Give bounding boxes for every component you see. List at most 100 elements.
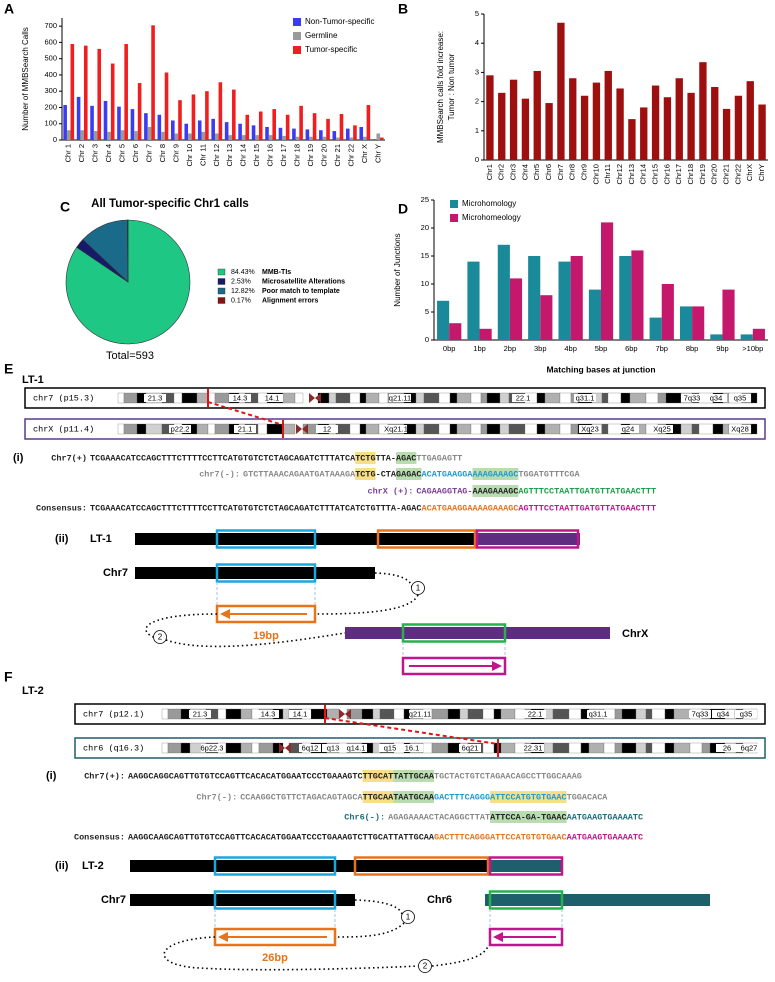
bar <box>380 137 384 140</box>
bar <box>97 48 102 141</box>
x-tick-label: Chr1 <box>485 164 494 180</box>
sequence-segment: ACATGAAGGAAAAGAAAGC <box>422 503 519 513</box>
ideogram-band <box>568 742 582 754</box>
sequence-label: Chr7(+): <box>84 771 125 781</box>
x-tick-label: Chr 2 <box>77 144 86 162</box>
bar <box>130 109 135 140</box>
sequence-highlight <box>355 468 376 480</box>
ideogram-band <box>123 392 138 404</box>
bar <box>184 123 189 140</box>
bar <box>241 135 246 140</box>
ideogram-band <box>614 708 623 720</box>
legend-swatch <box>450 200 458 208</box>
ideogram-band <box>620 392 631 404</box>
x-tick-label: Chr 16 <box>266 144 275 167</box>
legend-swatch <box>217 278 226 285</box>
donor-label: Chr7 <box>101 894 126 906</box>
bar <box>631 250 644 340</box>
ideogram-band <box>349 392 361 404</box>
ideogram-band <box>588 742 605 754</box>
y-tick-label: 15 <box>421 251 429 260</box>
bar <box>174 133 179 140</box>
sequence-label: Chr6(-): <box>344 812 385 822</box>
ideogram-band <box>607 392 622 404</box>
ideogram-band <box>680 423 693 435</box>
bar <box>80 130 84 140</box>
ideogram-band <box>180 708 191 720</box>
bar <box>746 81 754 160</box>
x-tick-label: Chr 4 <box>104 144 113 162</box>
band-label: q14.1 <box>347 743 366 752</box>
ideogram-band <box>359 392 367 404</box>
sequence-segment: TTGAGAGTT <box>416 453 462 463</box>
x-tick-label: Chr 12 <box>212 144 221 167</box>
y-tick-label: 500 <box>44 54 57 63</box>
ideogram-band <box>378 392 389 404</box>
sequence-segment: ACATGAAGGA <box>422 469 474 479</box>
band-label: 22.1 <box>516 393 531 402</box>
bar <box>285 114 290 140</box>
bar <box>120 130 125 140</box>
y-tick-label: 700 <box>44 21 57 30</box>
sequence-segment: TGGACACA <box>567 792 609 802</box>
sequence-segment: TCTG <box>355 469 375 479</box>
y-tick-label: 300 <box>44 86 57 95</box>
bar <box>265 126 269 140</box>
ideogram-band <box>544 392 561 404</box>
x-tick-label: Chr 17 <box>279 144 288 167</box>
bar <box>218 82 223 140</box>
ideogram-band <box>544 423 561 435</box>
bar <box>588 289 601 340</box>
ideogram-band <box>673 742 691 754</box>
band-label: q31.1 <box>576 393 595 402</box>
panel-label: C <box>60 199 70 215</box>
sequence-segment: TTGCAA <box>363 792 394 802</box>
ideogram-band <box>482 742 495 754</box>
x-tick-label: Chr17 <box>674 164 683 184</box>
x-tick-label: Chr22 <box>733 164 742 184</box>
step-circle <box>401 910 415 924</box>
x-tick-label: Chr 7 <box>144 144 153 162</box>
bar <box>498 92 506 160</box>
sequence-label: Chr7(+) <box>51 453 87 463</box>
band-label: 14.3 <box>233 393 248 402</box>
ideogram-band <box>486 392 501 404</box>
bar <box>372 139 377 140</box>
ideogram-band <box>217 708 227 720</box>
panel-label: A <box>4 1 14 17</box>
legend-label: Tumor-specific <box>305 45 357 54</box>
bar <box>134 131 138 140</box>
band-label-bg <box>261 394 283 402</box>
ideogram-band <box>372 708 381 720</box>
band-label: 14.1 <box>265 393 280 402</box>
donor-bar <box>135 567 375 579</box>
x-tick-label: Chr 9 <box>171 144 180 162</box>
bar <box>191 94 196 140</box>
bar <box>449 323 462 340</box>
y-tick-label: 2 <box>475 97 479 106</box>
band-label-bg <box>379 744 401 752</box>
x-tick-label: Chr 15 <box>252 144 261 167</box>
acceptor-bar <box>485 894 710 906</box>
sequence-segment: AATGAAGTGAAAATC <box>567 832 644 842</box>
x-tick-label: ChrX <box>745 164 754 181</box>
ideogram-band <box>359 423 367 435</box>
ideogram-band <box>568 708 582 720</box>
x-tick-label: Chr11 <box>603 164 612 184</box>
x-tick-label: Chr6 <box>544 164 553 180</box>
bar <box>107 131 111 140</box>
bar <box>238 123 242 140</box>
sequence-segment: AGAGAAAACTACAGGCTTAT <box>388 812 490 822</box>
y-tick-label: 100 <box>44 119 57 128</box>
sequence-segment: AAGGCAAGCAGTTGTGTCCAGTTCACACATGGAATCCCTG… <box>128 832 435 842</box>
band-label: 6q21 <box>462 743 479 752</box>
bar <box>734 95 743 160</box>
ideogram-band <box>361 708 374 720</box>
ideogram-band <box>635 742 647 754</box>
ideogram-band <box>614 742 623 754</box>
bar <box>533 70 541 160</box>
bar <box>486 75 494 160</box>
bar <box>326 118 330 140</box>
bar <box>376 133 381 140</box>
bar <box>353 125 357 140</box>
